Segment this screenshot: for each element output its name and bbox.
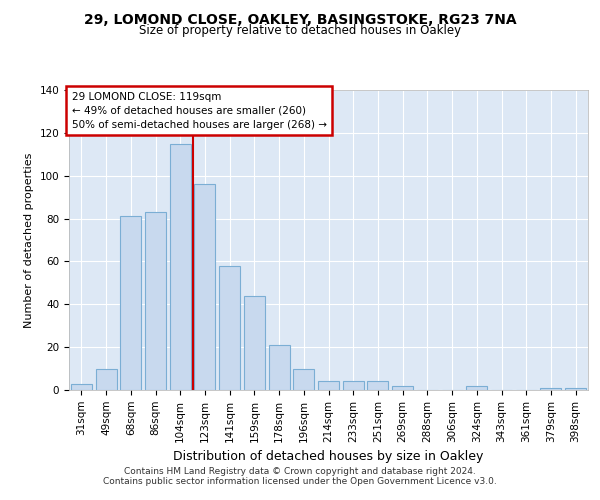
Bar bbox=[318, 382, 339, 390]
Bar bbox=[95, 368, 116, 390]
Bar bbox=[71, 384, 92, 390]
Bar bbox=[269, 345, 290, 390]
Bar bbox=[466, 386, 487, 390]
Bar bbox=[120, 216, 141, 390]
Text: Size of property relative to detached houses in Oakley: Size of property relative to detached ho… bbox=[139, 24, 461, 37]
Bar bbox=[170, 144, 191, 390]
Text: 29, LOMOND CLOSE, OAKLEY, BASINGSTOKE, RG23 7NA: 29, LOMOND CLOSE, OAKLEY, BASINGSTOKE, R… bbox=[83, 12, 517, 26]
Bar bbox=[367, 382, 388, 390]
Bar bbox=[145, 212, 166, 390]
Bar bbox=[293, 368, 314, 390]
Bar bbox=[343, 382, 364, 390]
Text: 29 LOMOND CLOSE: 119sqm
← 49% of detached houses are smaller (260)
50% of semi-d: 29 LOMOND CLOSE: 119sqm ← 49% of detache… bbox=[71, 92, 326, 130]
Bar bbox=[541, 388, 562, 390]
Text: Contains HM Land Registry data © Crown copyright and database right 2024.: Contains HM Land Registry data © Crown c… bbox=[124, 467, 476, 476]
Bar bbox=[244, 296, 265, 390]
Bar bbox=[219, 266, 240, 390]
Y-axis label: Number of detached properties: Number of detached properties bbox=[24, 152, 34, 328]
Bar bbox=[565, 388, 586, 390]
X-axis label: Distribution of detached houses by size in Oakley: Distribution of detached houses by size … bbox=[173, 450, 484, 463]
Bar bbox=[392, 386, 413, 390]
Text: Contains public sector information licensed under the Open Government Licence v3: Contains public sector information licen… bbox=[103, 477, 497, 486]
Bar bbox=[194, 184, 215, 390]
